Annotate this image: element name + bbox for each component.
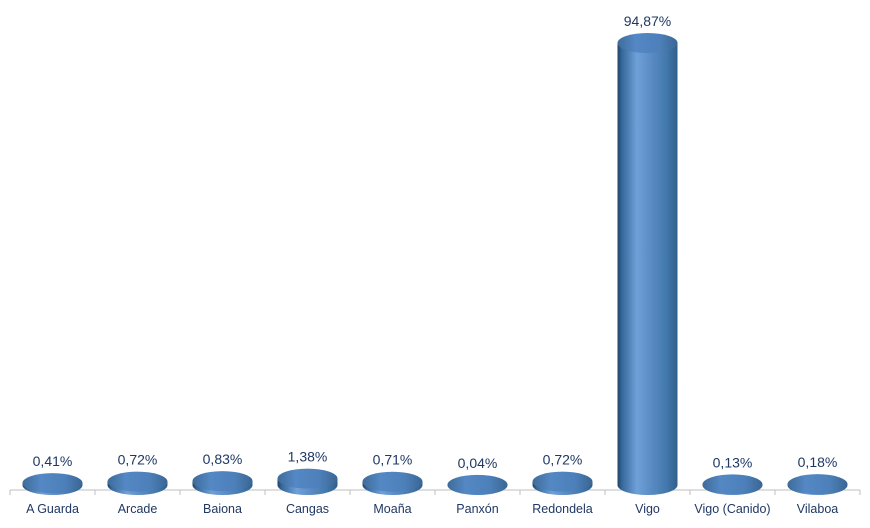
- category-label-vigo: Vigo: [635, 502, 660, 516]
- value-label-a-guarda: 0,41%: [33, 453, 73, 469]
- cylinder-top-cap: [277, 468, 338, 489]
- value-label-panxón: 0,04%: [458, 455, 498, 471]
- cylinder-top-cap: [702, 474, 763, 495]
- cylinder-top-cap: [532, 471, 593, 492]
- bar-cylinder-moaña[interactable]: [362, 471, 423, 495]
- value-label-moaña: 0,71%: [373, 452, 413, 468]
- category-label-baiona: Baiona: [203, 502, 242, 516]
- cylinder-side: [617, 43, 678, 485]
- cylinder-top-cap: [617, 33, 678, 53]
- value-label-vigo-canido: 0,13%: [713, 454, 753, 470]
- cylinder-top-cap: [107, 471, 168, 492]
- category-label-panxón: Panxón: [456, 502, 498, 516]
- cylinder-top-cap: [787, 474, 848, 495]
- bar-cylinder-cangas[interactable]: [277, 468, 338, 495]
- bar-cylinder-arcade[interactable]: [107, 471, 168, 495]
- category-label-vigo-canido: Vigo (Canido): [694, 502, 770, 516]
- bar-cylinder-redondela[interactable]: [532, 471, 593, 495]
- bar-cylinder-baiona[interactable]: [192, 471, 253, 495]
- cylinder-top-cap: [362, 471, 423, 492]
- category-label-arcade: Arcade: [118, 502, 158, 516]
- value-label-baiona: 0,83%: [203, 451, 243, 467]
- bar-cylinder-vigo-canido[interactable]: [702, 474, 763, 495]
- bar-cylinder-a-guarda[interactable]: [22, 473, 83, 495]
- bar-cylinder-vilaboa[interactable]: [787, 474, 848, 495]
- value-label-redondela: 0,72%: [543, 452, 583, 468]
- category-label-cangas: Cangas: [286, 502, 329, 516]
- cylinder-top-cap: [22, 473, 83, 494]
- bar-cylinder-vigo[interactable]: [617, 33, 678, 495]
- category-label-moaña: Moaña: [373, 502, 411, 516]
- category-label-a-guarda: A Guarda: [26, 502, 79, 516]
- value-label-cangas: 1,38%: [288, 449, 328, 465]
- value-label-arcade: 0,72%: [118, 452, 158, 468]
- value-label-vigo: 94,87%: [624, 13, 671, 29]
- value-label-vilaboa: 0,18%: [798, 454, 838, 470]
- bar-cylinder-panxón[interactable]: [447, 474, 508, 495]
- category-label-vilaboa: Vilaboa: [797, 502, 839, 516]
- category-label-redondela: Redondela: [532, 502, 593, 516]
- cylinder-top-cap: [192, 471, 253, 492]
- cylinder-top-cap: [447, 474, 508, 495]
